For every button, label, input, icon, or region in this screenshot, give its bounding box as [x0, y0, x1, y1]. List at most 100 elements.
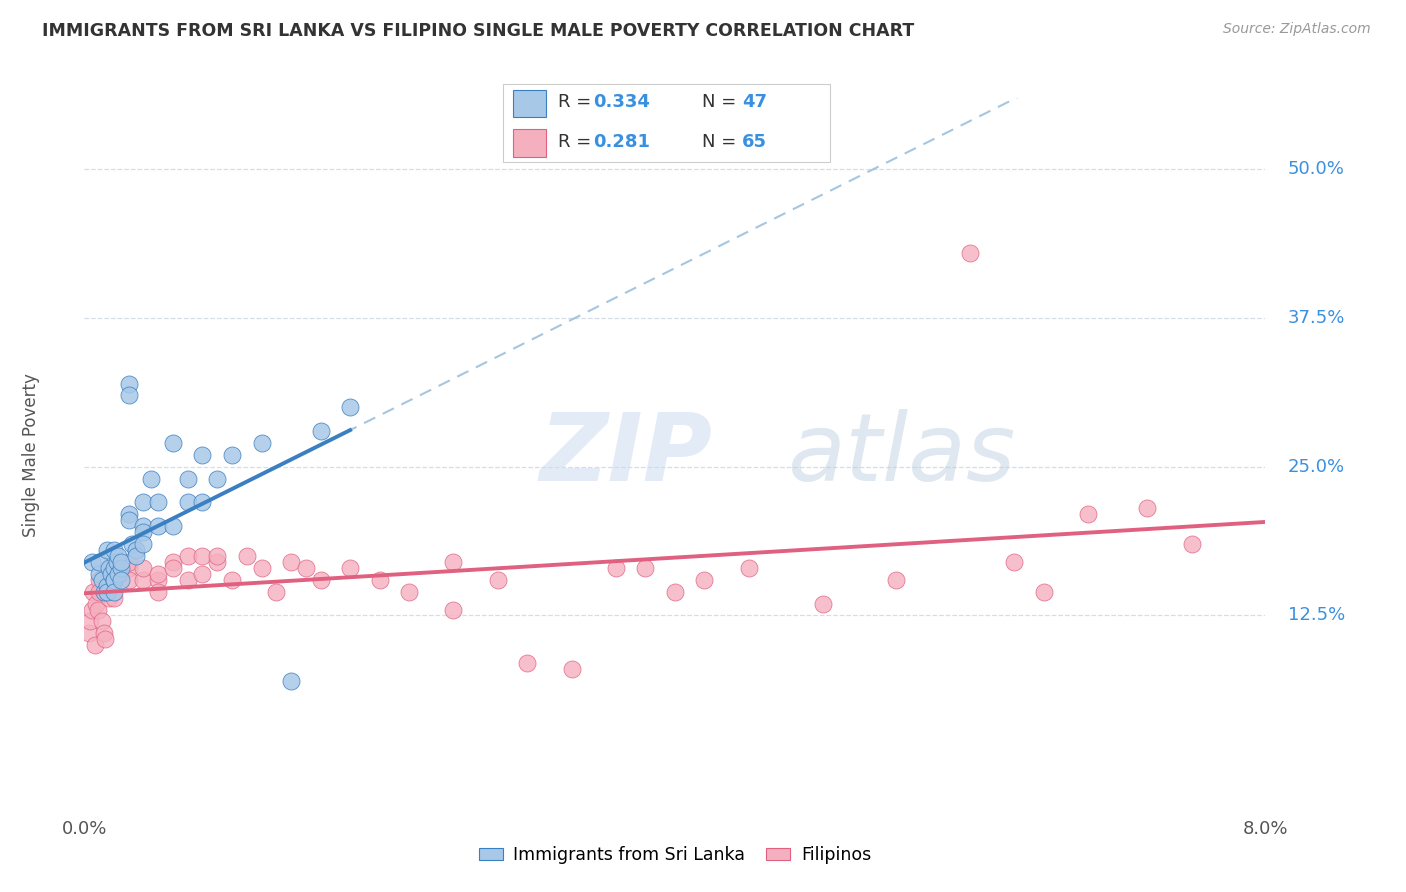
Point: [309, 424, 332, 438]
Text: IMMIGRANTS FROM SRI LANKA VS FILIPINO SINGLE MALE POVERTY CORRELATION CHART: IMMIGRANTS FROM SRI LANKA VS FILIPINO SI…: [42, 22, 914, 40]
Point: [118, 508, 141, 522]
Point: [191, 448, 214, 462]
Point: [107, 549, 129, 563]
Point: [86, 602, 108, 616]
Point: [118, 513, 141, 527]
Point: [107, 566, 129, 581]
Point: [1077, 508, 1099, 522]
Point: [205, 549, 228, 563]
Point: [132, 573, 155, 587]
Point: [93, 626, 115, 640]
FancyBboxPatch shape: [502, 84, 830, 161]
Point: [959, 245, 981, 260]
Point: [110, 566, 132, 581]
Text: 50.0%: 50.0%: [1288, 161, 1344, 178]
Point: [80, 555, 103, 569]
Point: [148, 495, 170, 509]
Point: [82, 584, 104, 599]
Point: [235, 549, 259, 563]
Point: [264, 584, 288, 599]
Point: [94, 632, 117, 647]
Point: [205, 555, 228, 569]
Point: [98, 561, 121, 575]
Point: [148, 519, 170, 533]
Point: [693, 573, 716, 587]
Point: [339, 401, 361, 415]
Point: [339, 561, 361, 575]
Point: [103, 543, 125, 558]
Point: [110, 573, 132, 587]
Point: [91, 615, 114, 629]
Point: [125, 543, 148, 558]
Point: [125, 543, 148, 558]
Point: [191, 566, 214, 581]
Point: [96, 573, 118, 587]
Point: [177, 495, 200, 509]
Point: [79, 615, 101, 629]
Point: [1180, 537, 1202, 551]
Point: [103, 573, 125, 587]
Point: [221, 573, 243, 587]
Point: [443, 555, 465, 569]
Point: [118, 573, 141, 587]
Point: [103, 573, 125, 587]
Point: [87, 584, 111, 599]
Point: [132, 537, 155, 551]
Point: [121, 537, 143, 551]
Point: [132, 495, 155, 509]
Point: [110, 561, 132, 575]
Point: [132, 525, 155, 540]
Point: [398, 584, 420, 599]
Text: R =: R =: [558, 133, 598, 151]
Point: [132, 561, 155, 575]
Point: [110, 555, 132, 569]
Point: [1136, 501, 1159, 516]
Point: [118, 376, 141, 391]
Point: [83, 638, 105, 652]
Point: [103, 584, 125, 599]
Point: [77, 626, 100, 640]
Point: [98, 591, 121, 605]
Point: [191, 549, 214, 563]
Point: [148, 584, 170, 599]
Point: [80, 602, 103, 616]
Point: [96, 579, 118, 593]
Point: [132, 519, 155, 533]
Point: [737, 561, 759, 575]
Point: [162, 561, 184, 575]
Point: [96, 579, 118, 593]
Text: 37.5%: 37.5%: [1288, 310, 1346, 327]
Point: [87, 566, 111, 581]
Point: [280, 555, 302, 569]
Point: [634, 561, 657, 575]
Point: [148, 573, 170, 587]
Point: [221, 448, 243, 462]
FancyBboxPatch shape: [513, 129, 547, 157]
Point: [250, 561, 273, 575]
Point: [162, 519, 184, 533]
Point: [486, 573, 509, 587]
Point: [560, 662, 583, 676]
Text: 0.334: 0.334: [593, 94, 651, 112]
Point: [1032, 584, 1054, 599]
Point: [191, 495, 214, 509]
Text: 47: 47: [742, 94, 768, 112]
Text: 0.281: 0.281: [593, 133, 651, 151]
Point: [1004, 555, 1026, 569]
Text: R =: R =: [558, 94, 598, 112]
Text: Source: ZipAtlas.com: Source: ZipAtlas.com: [1223, 22, 1371, 37]
Point: [177, 472, 200, 486]
Point: [87, 573, 111, 587]
Point: [91, 573, 114, 587]
Point: [162, 436, 184, 450]
Text: 25.0%: 25.0%: [1288, 458, 1344, 475]
Point: [84, 597, 107, 611]
Point: [139, 472, 162, 486]
Point: [280, 673, 302, 688]
Point: [148, 566, 170, 581]
Point: [87, 555, 111, 569]
Point: [605, 561, 627, 575]
Point: [125, 549, 148, 563]
Point: [93, 584, 115, 599]
Text: 65: 65: [742, 133, 768, 151]
